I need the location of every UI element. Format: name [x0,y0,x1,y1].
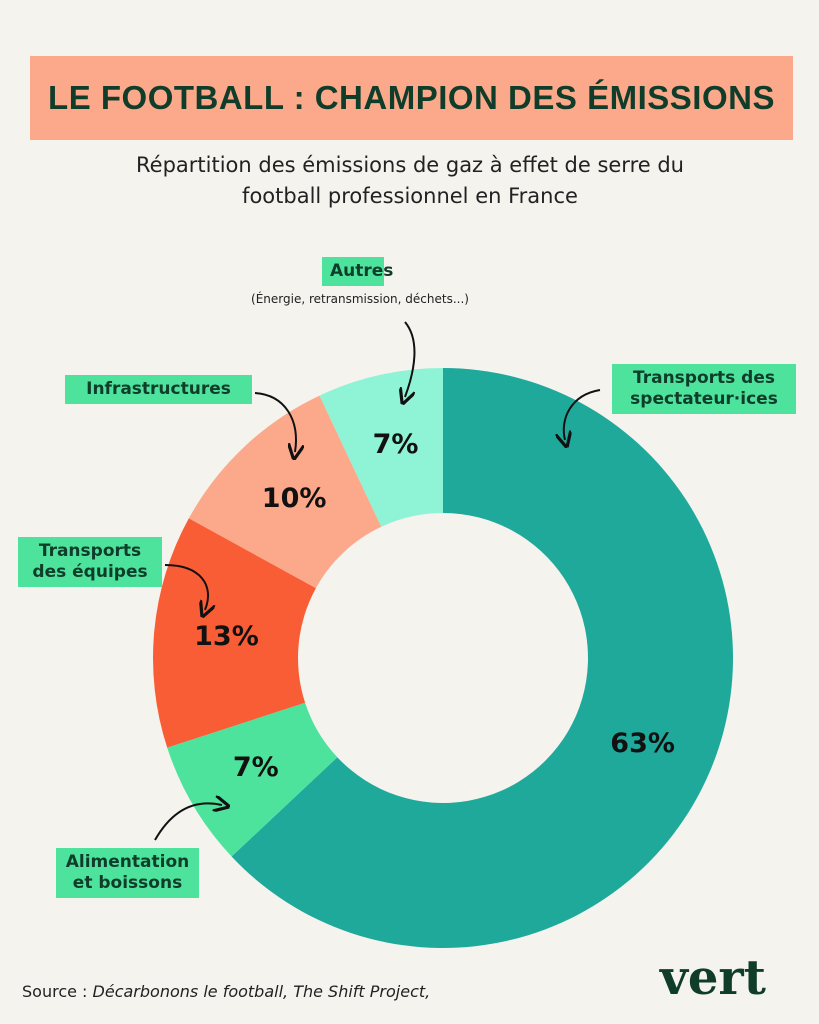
source: Source : Décarbonons le football, The Sh… [22,982,430,1001]
data-label: 63% [610,728,675,759]
legend-label: Alimentation et boissons [56,848,199,898]
title: LE FOOTBALL : CHAMPION DES ÉMISSIONS [30,56,793,140]
legend-label: Infrastructures [65,375,252,404]
source-label: Source : [22,982,88,1001]
arrows [154,321,601,841]
donut-segment [167,702,338,857]
arrow [154,803,222,841]
donut-segment [319,368,443,527]
data-label: 10% [262,483,327,514]
donut-segment [231,368,733,948]
arrow [164,564,208,610]
data-label: 13% [194,621,259,652]
note: (Énergie, retransmission, déchets...) [251,292,469,306]
donut-segment [188,395,382,589]
arrow [254,392,296,452]
arrow [564,389,601,440]
donut-segment [153,518,316,748]
source-text: Décarbonons le football, The Shift Proje… [92,982,431,1001]
logo: vert [660,950,766,1006]
legend-label: Autres [322,257,393,286]
legend-label: Transports des équipes [18,537,162,587]
arrow [405,321,416,397]
data-label: 7% [233,752,279,783]
legend-label: Transports des spectateur·ices [612,364,796,414]
subtitle: Répartition des émissions de gaz à effet… [136,153,684,208]
data-label: 7% [373,429,419,460]
donut: 63% 7% 13% 10% 7% [153,368,733,948]
